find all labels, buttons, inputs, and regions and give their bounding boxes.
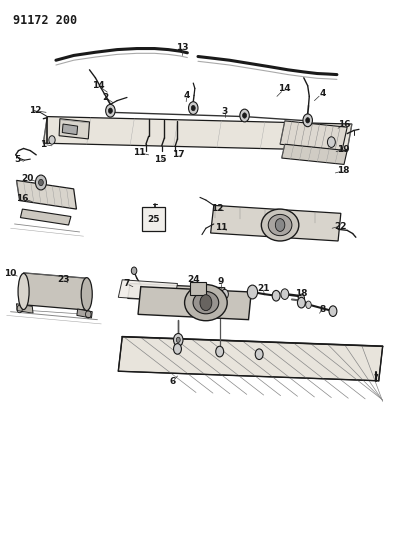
Text: 18: 18 [295, 288, 308, 297]
Circle shape [176, 337, 180, 343]
Circle shape [297, 297, 305, 308]
Polygon shape [118, 337, 383, 381]
Text: 4: 4 [319, 88, 326, 98]
Text: 15: 15 [154, 155, 167, 164]
Text: 14: 14 [278, 84, 291, 93]
Circle shape [303, 114, 312, 127]
Text: 13: 13 [176, 43, 188, 52]
Circle shape [200, 295, 212, 311]
Polygon shape [128, 284, 225, 303]
Circle shape [106, 104, 115, 117]
Text: 20: 20 [21, 174, 34, 183]
Text: 16: 16 [16, 194, 29, 203]
FancyBboxPatch shape [142, 207, 165, 231]
Circle shape [109, 108, 112, 114]
Text: 14: 14 [92, 81, 105, 90]
Text: 12: 12 [29, 106, 42, 115]
Text: 1: 1 [40, 140, 46, 149]
Circle shape [281, 289, 289, 300]
Circle shape [173, 334, 183, 346]
Polygon shape [59, 119, 89, 139]
Circle shape [248, 285, 257, 299]
Text: 17: 17 [172, 150, 185, 159]
Polygon shape [43, 117, 352, 151]
Text: 22: 22 [334, 222, 346, 231]
Circle shape [243, 113, 247, 118]
Circle shape [49, 136, 55, 144]
Polygon shape [211, 205, 341, 241]
Text: 6: 6 [169, 377, 175, 386]
Text: 19: 19 [337, 145, 350, 154]
Polygon shape [21, 209, 71, 225]
Text: 11: 11 [215, 223, 228, 232]
Circle shape [275, 219, 285, 231]
Text: 25: 25 [148, 215, 160, 224]
Text: 21: 21 [257, 284, 269, 293]
Circle shape [306, 301, 311, 309]
Text: 7: 7 [123, 279, 129, 288]
Text: 3: 3 [222, 107, 228, 116]
Circle shape [240, 109, 249, 122]
Ellipse shape [261, 209, 299, 241]
Circle shape [329, 306, 337, 317]
Polygon shape [138, 287, 251, 320]
Text: 16: 16 [338, 119, 350, 128]
Polygon shape [17, 180, 76, 209]
Ellipse shape [81, 278, 92, 311]
Polygon shape [118, 280, 177, 301]
Polygon shape [282, 144, 347, 165]
Polygon shape [17, 304, 33, 313]
Text: 91172 200: 91172 200 [13, 14, 77, 27]
Text: 9: 9 [218, 277, 224, 286]
Text: 18: 18 [337, 166, 349, 175]
Circle shape [191, 106, 195, 111]
Text: 12: 12 [211, 204, 223, 213]
Text: 2: 2 [102, 93, 109, 102]
Circle shape [255, 349, 263, 360]
Ellipse shape [185, 285, 227, 321]
Circle shape [221, 289, 228, 299]
Polygon shape [77, 309, 92, 318]
Circle shape [35, 175, 46, 190]
Text: 10: 10 [4, 269, 17, 278]
Polygon shape [24, 273, 87, 310]
Circle shape [188, 102, 198, 115]
Ellipse shape [268, 214, 292, 236]
Text: 5: 5 [14, 155, 20, 164]
Text: 23: 23 [57, 275, 69, 284]
Polygon shape [62, 124, 78, 135]
Circle shape [216, 346, 224, 357]
Text: 24: 24 [188, 275, 200, 284]
Circle shape [327, 137, 335, 148]
Text: 4: 4 [184, 91, 190, 100]
Circle shape [272, 290, 280, 301]
Circle shape [131, 267, 137, 274]
Circle shape [38, 179, 43, 185]
Text: 8: 8 [319, 304, 326, 313]
Polygon shape [280, 121, 347, 151]
Ellipse shape [193, 292, 219, 314]
Circle shape [306, 118, 310, 123]
Circle shape [298, 294, 305, 303]
Text: 11: 11 [133, 148, 146, 157]
Ellipse shape [18, 273, 29, 310]
Circle shape [173, 344, 181, 354]
FancyBboxPatch shape [190, 282, 206, 295]
